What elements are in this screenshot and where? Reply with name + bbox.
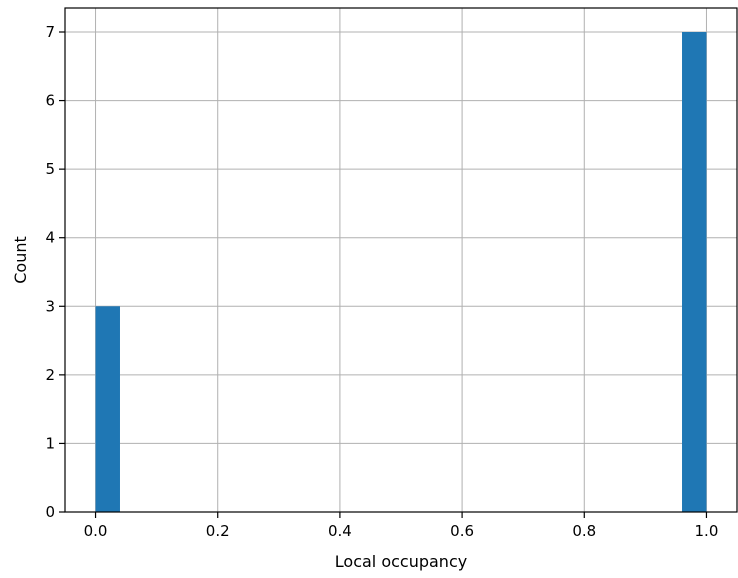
x-tick-label: 0.2	[206, 522, 230, 540]
y-tick-label: 1	[45, 434, 55, 452]
x-axis-label: Local occupancy	[335, 552, 467, 571]
y-axis: 0 1 2 3 4 5 6 7	[45, 23, 65, 521]
histogram-bar	[95, 306, 120, 512]
y-tick-label: 6	[45, 92, 55, 110]
y-tick-label: 7	[45, 23, 55, 41]
histogram-bar	[682, 32, 707, 512]
y-tick-label: 4	[45, 229, 55, 247]
x-tick-label: 1.0	[695, 522, 719, 540]
plot-frame	[64, 7, 738, 513]
x-tick-label: 0.8	[572, 522, 596, 540]
bars	[95, 32, 707, 512]
x-tick-label: 0.4	[328, 522, 352, 540]
x-tick-label: 0.6	[450, 522, 474, 540]
x-axis: 0.0 0.2 0.4 0.6 0.8 1.0	[84, 512, 719, 540]
y-axis-label: Count	[11, 236, 30, 284]
y-tick-label: 0	[45, 503, 55, 521]
grid	[65, 8, 737, 513]
y-tick-label: 5	[45, 160, 55, 178]
y-tick-label: 3	[45, 297, 55, 315]
y-tick-label: 2	[45, 366, 55, 384]
x-tick-label: 0.0	[84, 522, 108, 540]
